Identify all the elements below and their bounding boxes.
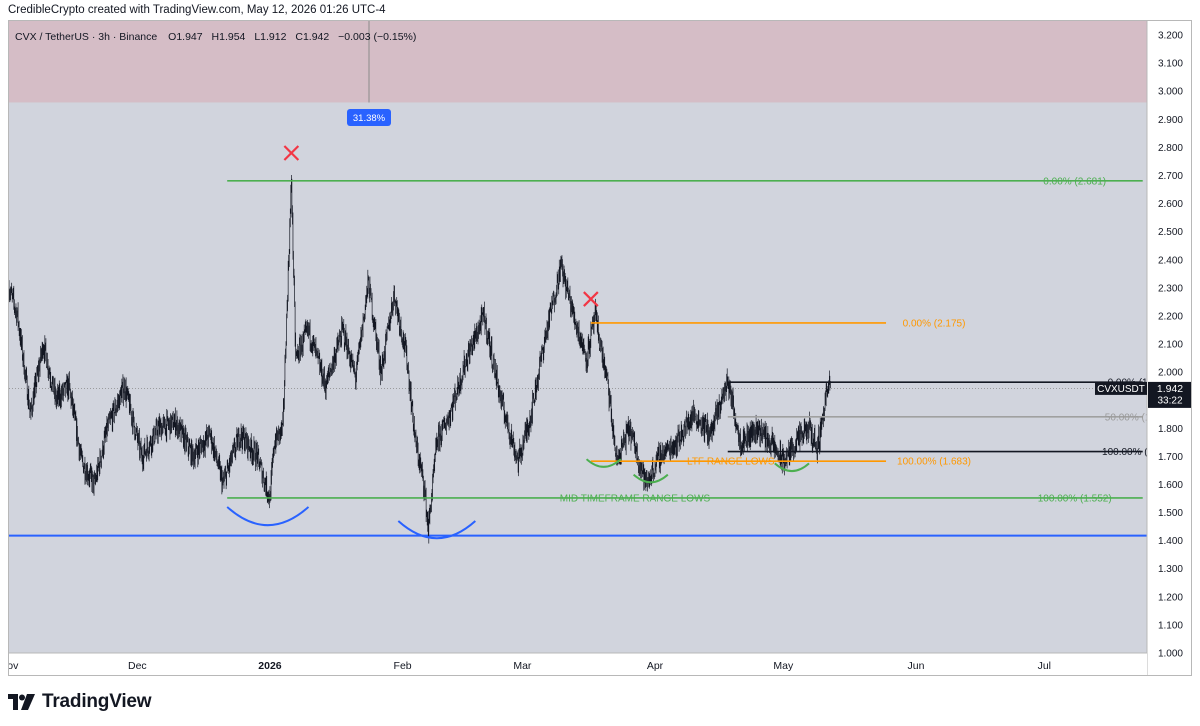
highlight-zone	[9, 21, 1147, 103]
price-tag-countdown: 33:22	[1157, 395, 1182, 406]
measure-badge-text: 31.38%	[353, 113, 386, 124]
price-axis[interactable]	[1147, 21, 1192, 676]
y-tick-label: 1.100	[1158, 620, 1183, 631]
symbol-legend: CVX / TetherUS · 3h · Binance O1.947 H1.…	[15, 31, 416, 43]
legend-change: −0.003 (−0.15%)	[338, 31, 416, 43]
curve-marker	[397, 520, 476, 540]
price-chart[interactable]: MID TIMEFRAME RANGE LOWS LTF RANGE LOWS …	[9, 21, 1192, 676]
last-price-tag: CVXUSDT 1.942 33:22	[1095, 381, 1191, 408]
measure-badge[interactable]: 31.38%	[347, 109, 391, 126]
y-tick-label: 1.800	[1158, 424, 1183, 435]
x-tick-label: Jun	[908, 660, 925, 672]
candles	[9, 175, 831, 544]
y-tick-label: 2.500	[1158, 227, 1183, 238]
legend-h-value: 1.954	[219, 31, 245, 43]
x-tick-label: Feb	[394, 660, 412, 672]
legend-symbol: CVX / TetherUS · 3h · Binance	[15, 31, 157, 43]
footer: TradingView	[8, 688, 152, 716]
legend-h-label: H	[212, 31, 220, 43]
fib-label-green-top: 0.00% (2.681)	[1043, 176, 1106, 187]
brand-name: TradingView	[42, 691, 152, 712]
y-tick-label: 3.000	[1158, 87, 1183, 98]
cross-marker	[283, 145, 300, 161]
price-tag-symbol-bg	[1095, 381, 1147, 395]
y-tick-label: 1.600	[1158, 480, 1183, 491]
y-tick-label: 1.500	[1158, 508, 1183, 519]
curve-marker	[585, 458, 622, 468]
x-tick-label: Jul	[1038, 660, 1051, 672]
x-tick-label: May	[773, 660, 794, 672]
tradingview-logo-icon	[8, 694, 35, 710]
y-tick-label: 1.000	[1158, 649, 1183, 660]
x-tick-label: 2026	[258, 660, 282, 672]
measure-badge-bg	[347, 109, 391, 126]
curve-marker	[632, 473, 669, 484]
curve-marker	[774, 462, 810, 473]
x-tick-label: Dec	[128, 660, 147, 672]
fib-label-orange-top: 0.00% (2.175)	[903, 318, 966, 329]
time-axis[interactable]	[9, 653, 1147, 676]
x-tick-label: Apr	[647, 660, 664, 672]
ltf-range-lows-label: LTF RANGE LOWS	[687, 457, 775, 468]
y-tick-label: 1.700	[1158, 452, 1183, 463]
y-tick-label: 2.200	[1158, 311, 1183, 322]
y-tick-label: 1.200	[1158, 592, 1183, 603]
legend-l-value: 1.912	[260, 31, 286, 43]
fib-label-green-bottom: 100.00% (1.552)	[1038, 493, 1112, 504]
x-tick-label: Mar	[513, 660, 532, 672]
y-tick-label: 1.300	[1158, 564, 1183, 575]
price-tag-symbol: CVXUSDT	[1097, 384, 1145, 395]
price-tag-price-bg	[1148, 381, 1191, 408]
y-tick-label: 2.800	[1158, 143, 1183, 154]
fib-label-gray-mid: 50.00% (1.841)	[1105, 412, 1173, 423]
y-tick-label: 2.900	[1158, 115, 1183, 126]
y-tick-label: 3.200	[1158, 31, 1183, 42]
curve-marker	[226, 506, 310, 527]
chart-frame[interactable]: MID TIMEFRAME RANGE LOWS LTF RANGE LOWS …	[8, 20, 1192, 676]
chart-header: CredibleCrypto created with TradingView.…	[8, 4, 386, 16]
svg-text:CVX / TetherUS · 3h · Binance: CVX / TetherUS · 3h · Binance O1.947 H1.…	[15, 31, 416, 43]
y-tick-label: 2.400	[1158, 255, 1183, 266]
fib-label-orange-bottom: 100.00% (1.683)	[897, 457, 971, 468]
y-tick-label: 2.700	[1158, 171, 1183, 182]
y-tick-label: 2.300	[1158, 283, 1183, 294]
legend-c-value: 1.942	[303, 31, 329, 43]
y-tick-label: 2.600	[1158, 199, 1183, 210]
y-tick-label: 3.100	[1158, 59, 1183, 70]
y-tick-label: 2.100	[1158, 340, 1183, 351]
fib-label-black-bottom: 100.00% (1.717)	[1102, 447, 1176, 458]
mid-timeframe-range-lows-label: MID TIMEFRAME RANGE LOWS	[560, 493, 711, 504]
y-tick-label: 2.000	[1158, 368, 1183, 379]
y-tick-label: 1.400	[1158, 536, 1183, 547]
legend-o-value: 1.947	[176, 31, 202, 43]
price-tag-price: 1.942	[1157, 383, 1183, 395]
x-tick-label: Nov	[9, 660, 19, 672]
legend-c-label: C	[295, 31, 303, 43]
cross-marker	[583, 291, 599, 307]
legend-o-label: O	[168, 31, 176, 43]
legend-l-label: L	[254, 31, 260, 43]
